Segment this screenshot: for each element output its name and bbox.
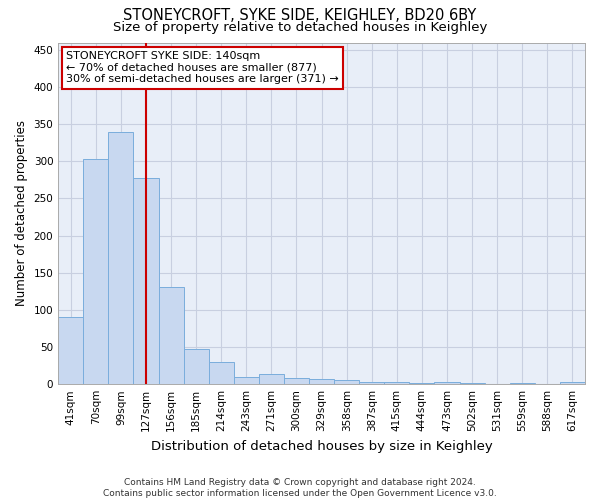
Text: STONEYCROFT SYKE SIDE: 140sqm
← 70% of detached houses are smaller (877)
30% of : STONEYCROFT SYKE SIDE: 140sqm ← 70% of d… [66,51,339,84]
Bar [133,178,158,384]
Bar [158,287,184,384]
X-axis label: Distribution of detached houses by size in Keighley: Distribution of detached houses by size … [151,440,493,452]
Bar [184,350,209,384]
Bar [309,379,334,384]
Bar [434,382,460,384]
Bar [58,316,83,384]
Bar [334,380,359,384]
Bar [359,382,385,384]
Bar [259,374,284,384]
Text: Contains HM Land Registry data © Crown copyright and database right 2024.
Contai: Contains HM Land Registry data © Crown c… [103,478,497,498]
Bar [109,132,133,384]
Text: Size of property relative to detached houses in Keighley: Size of property relative to detached ho… [113,21,487,34]
Bar [234,377,259,384]
Bar [209,362,234,384]
Bar [284,378,309,384]
Bar [385,382,409,384]
Text: STONEYCROFT, SYKE SIDE, KEIGHLEY, BD20 6BY: STONEYCROFT, SYKE SIDE, KEIGHLEY, BD20 6… [124,8,476,22]
Bar [83,159,109,384]
Y-axis label: Number of detached properties: Number of detached properties [15,120,28,306]
Bar [560,382,585,384]
